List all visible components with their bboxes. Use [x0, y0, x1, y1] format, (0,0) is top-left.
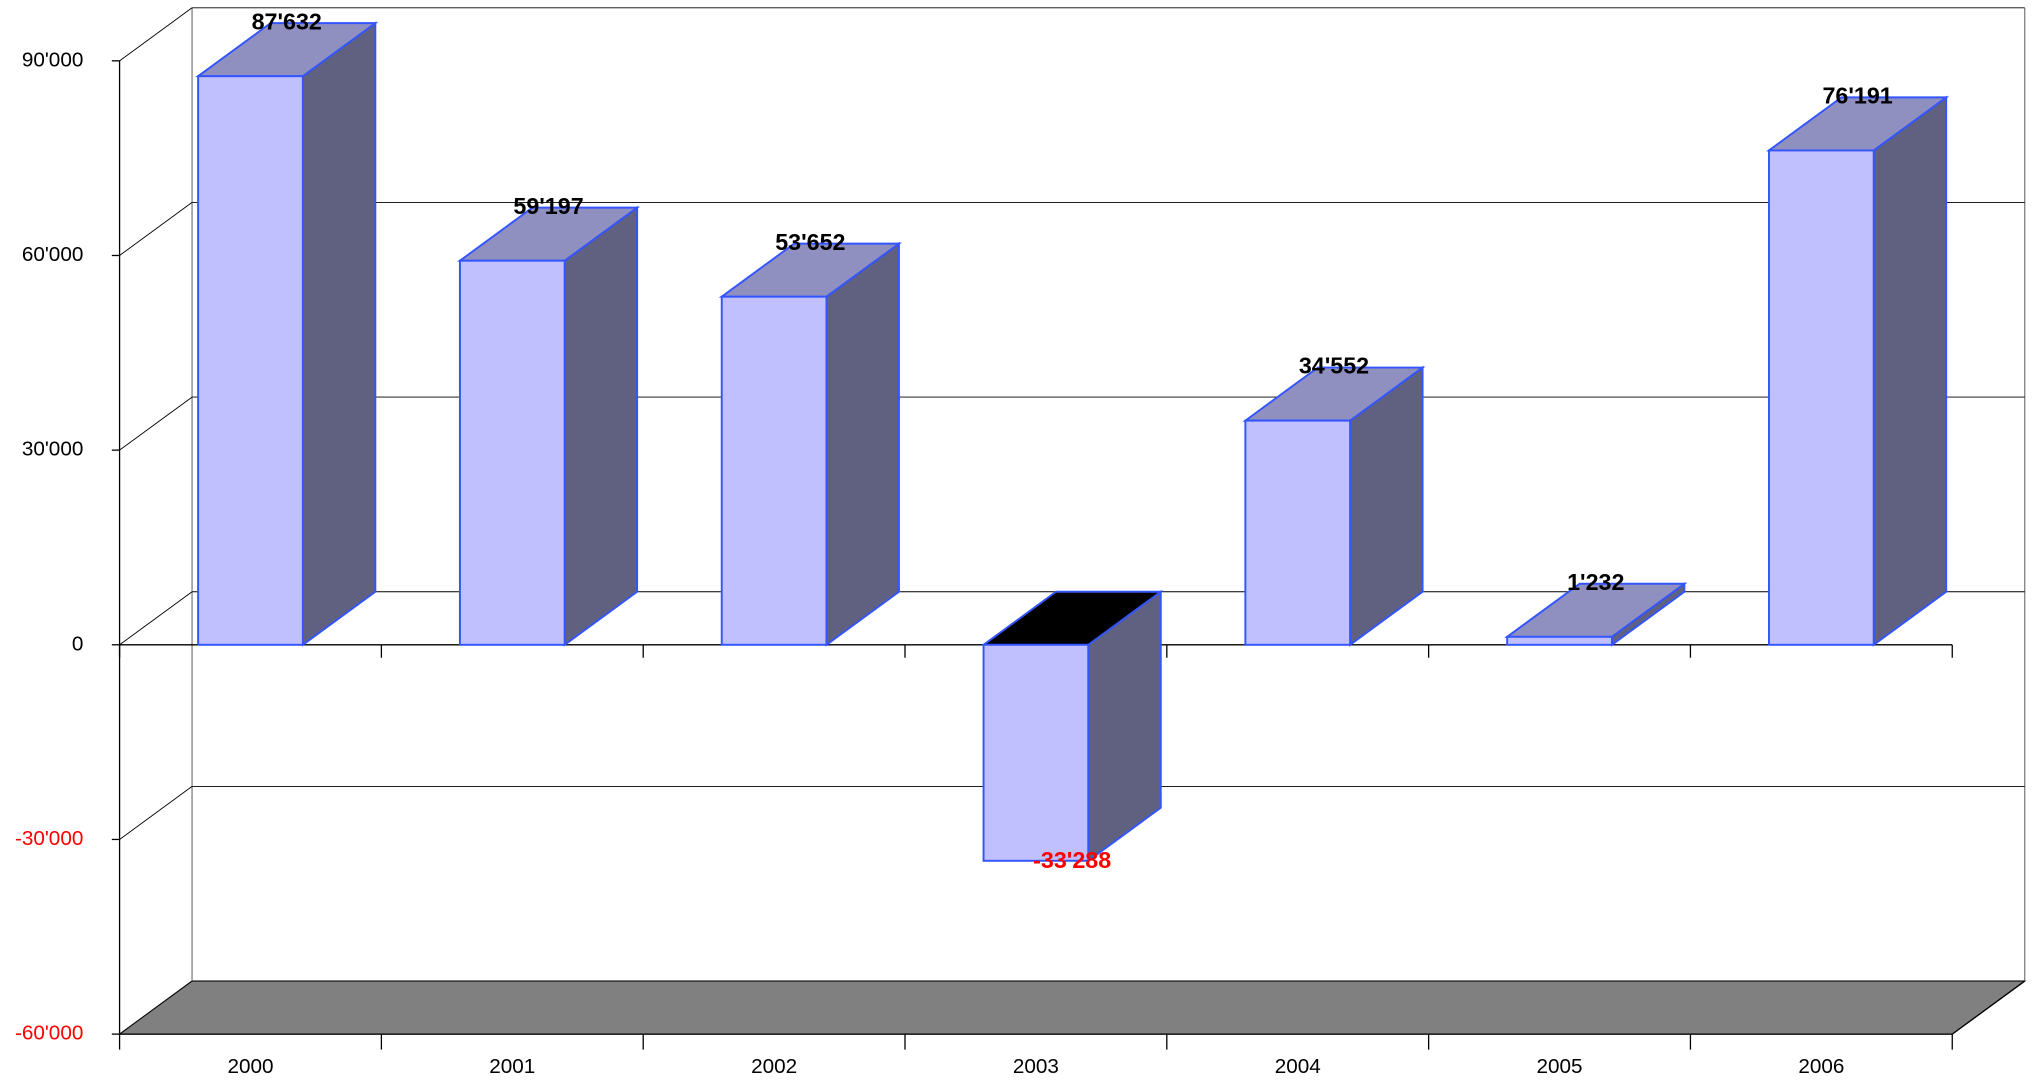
value-label: 1'232: [1567, 569, 1624, 595]
x-tick-label: 2001: [489, 1055, 535, 1078]
x-tick-label: 2002: [751, 1055, 797, 1078]
value-label: 53'652: [775, 229, 845, 255]
floor-edge: [1951, 980, 2026, 1035]
grid-line: [119, 7, 193, 62]
bar: [1506, 635, 1613, 646]
grid-line: [119, 396, 193, 451]
x-tick-label: 2004: [1275, 1055, 1321, 1078]
bar-side: [825, 241, 900, 647]
bar: [197, 75, 304, 646]
y-tick-label: 0: [72, 632, 84, 655]
value-label: -33'288: [1033, 847, 1111, 873]
bar: [1244, 419, 1352, 646]
x-tick-label: 2003: [1013, 1055, 1059, 1078]
y-tick-label: -60'000: [15, 1022, 83, 1045]
grid-line: [119, 591, 193, 646]
bar: [458, 259, 566, 646]
grid-line: [119, 980, 193, 1035]
value-label: 34'552: [1299, 353, 1369, 379]
value-label: 76'191: [1822, 83, 1892, 109]
bar-side: [563, 205, 639, 647]
y-tick-label: -30'000: [15, 827, 83, 850]
grid-line: [119, 202, 193, 256]
bar: [1768, 149, 1875, 646]
bar: [720, 295, 828, 646]
value-label: 87'632: [252, 8, 322, 34]
x-tick-label: 2006: [1798, 1055, 1844, 1078]
bar-side: [301, 21, 377, 647]
bar: [982, 643, 1090, 862]
y-tick-label: 90'000: [22, 48, 83, 71]
grid-line: [119, 786, 193, 840]
x-tick-label: 2000: [227, 1055, 273, 1078]
y-tick-label: 60'000: [22, 243, 83, 266]
y-tick-label: 30'000: [22, 438, 83, 461]
x-tick-label: 2005: [1537, 1055, 1583, 1078]
value-label: 59'197: [513, 193, 583, 219]
floor: [117, 980, 2027, 1035]
bar-side: [1872, 95, 1948, 647]
